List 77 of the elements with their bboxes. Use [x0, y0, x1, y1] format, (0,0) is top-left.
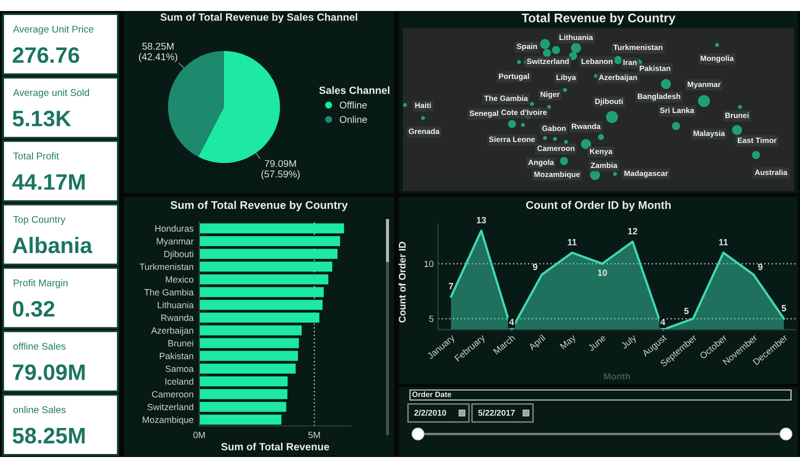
y-tick-label: Turkmenistan: [140, 263, 194, 270]
text: 79.09M: [12, 364, 85, 380]
y-tick-label: Djibouti: [164, 250, 194, 260]
legend-title: Sales Channel: [319, 86, 390, 94]
text: online Sales: [13, 406, 66, 414]
text: 2/2/2010: [414, 410, 446, 416]
text: offline Sales: [13, 342, 66, 350]
data-label: 10: [598, 269, 607, 276]
bar: [199, 287, 324, 298]
y-tick-label: Mexico: [166, 276, 194, 283]
x-tick-label: May: [560, 334, 578, 351]
y-tick-label: Mozambique: [142, 416, 194, 425]
data-label: 5: [782, 305, 786, 312]
y-tick-label: Switzerland: [147, 404, 194, 410]
x-tick-label: July: [620, 334, 638, 351]
x-tick-label: 5M: [308, 432, 320, 438]
x-axis-title: Sum of Total Revenue: [221, 442, 330, 450]
y-tick-label: The Gambia: [144, 288, 194, 296]
data-label: 5: [684, 308, 689, 314]
bar: [199, 236, 340, 246]
text: Albania: [12, 236, 92, 254]
text: Total Revenue by Country: [522, 13, 676, 25]
text: Profit Margin: [14, 279, 68, 288]
y-tick-label: Iceland: [165, 378, 194, 385]
y-tick-label: Samoa: [166, 366, 194, 372]
text: 5/22/2017: [478, 410, 515, 416]
y-tick-label: Lithuania: [158, 302, 194, 308]
text: Top Country: [13, 216, 66, 225]
bar: [199, 376, 288, 386]
data-label: 7: [448, 283, 454, 290]
chart-title: Sum of Total Revenue by Sales Channel: [160, 13, 358, 23]
text: 0.32: [12, 300, 54, 317]
bar: [199, 248, 338, 259]
x-tick-label: 0M: [193, 432, 205, 438]
bar: [199, 325, 302, 336]
text: 58.25M: [12, 428, 85, 444]
bar: [199, 389, 288, 400]
text: 5.13K: [12, 110, 72, 126]
bar: [199, 364, 296, 374]
chart-title: Sum of Total Revenue by Country: [170, 200, 348, 212]
chart-title: Count of Order ID by Month: [526, 200, 671, 212]
data-label: 11: [719, 239, 728, 246]
y-tick-label: Honduras: [155, 225, 194, 232]
data-label: 13: [476, 216, 486, 224]
x-tick-label: June: [588, 334, 606, 352]
data-label: 58.25M (42.41%): [138, 42, 178, 62]
data-label: 79.09M (57.59%): [261, 160, 300, 180]
data-label: 4: [509, 318, 514, 326]
bar: [199, 338, 299, 348]
data-label: 9: [758, 264, 762, 270]
text: 276.76: [12, 47, 80, 63]
data-label: 9: [532, 264, 538, 270]
legend-label: Offline: [340, 101, 367, 109]
y-tick-label: Brunei: [168, 340, 194, 346]
text: Average unit Sold: [13, 88, 89, 98]
data-label: 11: [568, 239, 577, 246]
bar: [199, 223, 344, 234]
bar: [199, 402, 286, 412]
legend-label: Online: [340, 116, 367, 123]
x-axis-title: Month: [604, 372, 630, 380]
text: Total Profit: [13, 152, 59, 160]
data-label: 4: [660, 318, 666, 326]
bar: [199, 274, 328, 284]
bar: [199, 312, 320, 323]
bar: [199, 350, 298, 361]
y-tick-label: Azerbaijan: [151, 327, 194, 336]
bar: [199, 300, 323, 310]
y-tick-label: Rwanda: [161, 314, 194, 321]
data-label: 12: [628, 228, 638, 234]
y-tick-label: Cameroon: [152, 391, 194, 398]
text: Average Unit Price: [13, 25, 94, 35]
bar: [199, 414, 282, 425]
y-axis-title: Count of Order ID: [398, 242, 406, 323]
y-tick-label: Pakistan: [160, 352, 194, 360]
text: 44.17M: [12, 174, 85, 190]
bar: [199, 262, 332, 272]
y-tick-label: Myanmar: [156, 238, 194, 246]
